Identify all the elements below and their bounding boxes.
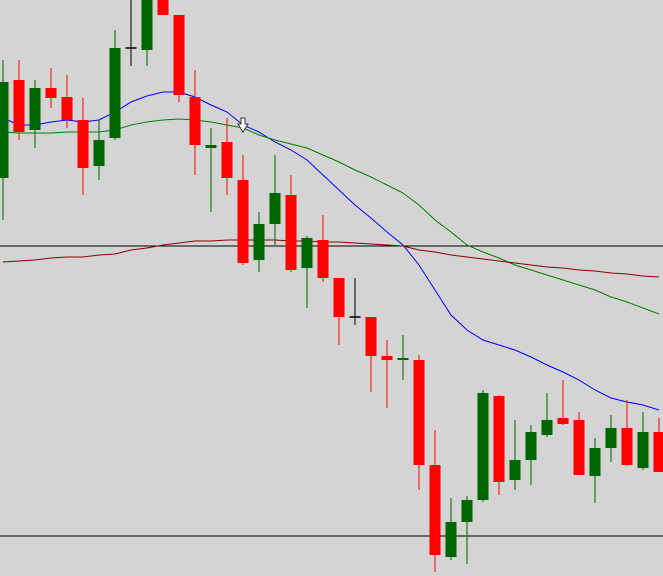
candle-body (429, 465, 441, 555)
candle-body (29, 88, 41, 130)
candle-body (0, 82, 9, 178)
candle-body (477, 393, 489, 500)
candle-body (557, 418, 569, 424)
candle-body (509, 460, 521, 480)
candle-body (173, 15, 185, 95)
candle-body (605, 428, 617, 448)
candle-body (413, 360, 425, 465)
candle-body (397, 358, 409, 360)
candle-body (589, 448, 601, 476)
candle-body (461, 500, 473, 522)
candle-body (205, 145, 217, 148)
candle-body (93, 140, 105, 166)
candle-body (573, 420, 585, 475)
candle-body (61, 97, 73, 120)
candle-body (13, 80, 25, 132)
candle-body (653, 432, 663, 472)
candle-body (381, 356, 393, 360)
candle-body (525, 432, 537, 460)
candle-body (77, 120, 89, 168)
candle-body (621, 428, 633, 465)
signal-arrow (237, 117, 249, 133)
candle-body (253, 224, 265, 260)
candle-body (141, 0, 153, 50)
candle-body (109, 48, 121, 138)
moving-average-line (2, 91, 660, 411)
candle-body (189, 97, 201, 145)
candle-body (269, 193, 281, 224)
candle-body (285, 195, 297, 270)
candle-body (493, 396, 505, 482)
candle-body (333, 278, 345, 317)
candle-body (237, 180, 249, 263)
candle-body (637, 432, 649, 468)
moving-average-line (2, 239, 660, 278)
candle-body (157, 0, 169, 15)
candle-body (301, 238, 313, 268)
candle-body (365, 317, 377, 356)
candle-body (317, 240, 329, 278)
candle-body (221, 142, 233, 178)
candle-body (445, 522, 457, 557)
candle-body (541, 420, 553, 435)
candle-body (45, 88, 57, 98)
